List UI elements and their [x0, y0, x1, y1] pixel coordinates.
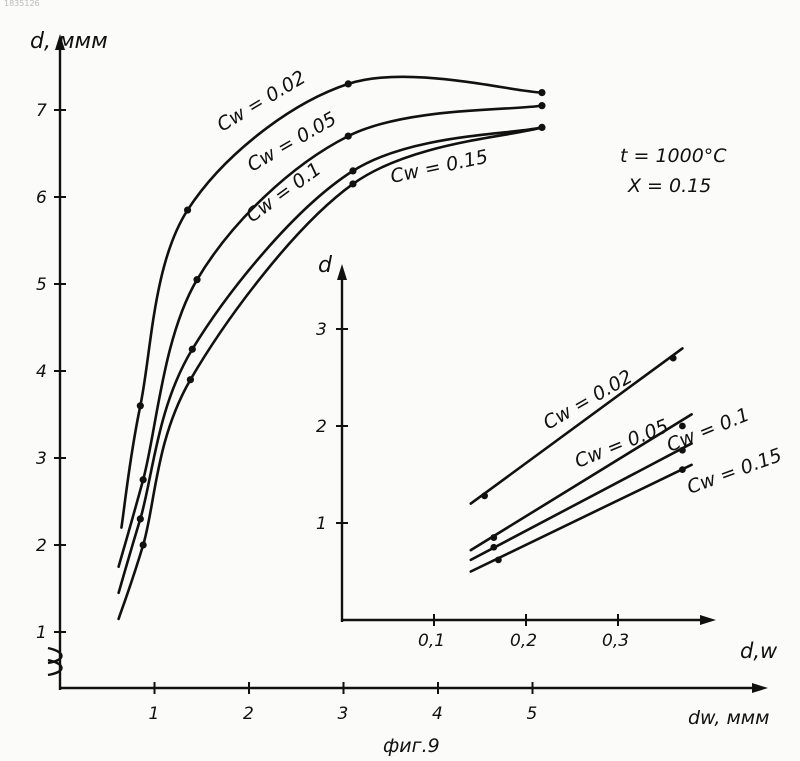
main-data-point [345, 80, 352, 87]
main-data-point [140, 476, 147, 483]
inset-series: Cw = 0.02Cw = 0.05Cw = 0.1Cw = 0.15 [471, 348, 785, 571]
inset-data-point [490, 534, 497, 541]
inset-x-tick-label: 0,3 [602, 631, 629, 651]
main-x-tick-label: 5 [527, 704, 538, 724]
main-data-point [349, 167, 356, 174]
inset-series-label: Cw = 0.1 [664, 404, 753, 457]
main-series-label: Cw = 0.02 [213, 66, 309, 136]
inset-y-tick-label: 3 [316, 320, 327, 340]
corner-mark: 1835126 [4, 0, 40, 8]
main-data-point [345, 133, 352, 140]
inset-data-point [670, 355, 677, 362]
main-y-tick-label: 5 [36, 275, 47, 295]
main-series: Cw = 0.02Cw = 0.05Cw = 0.1Cw = 0.15 [119, 66, 546, 619]
inset-data-point [490, 544, 497, 551]
main-data-point [538, 89, 545, 96]
main-data-point [189, 346, 196, 353]
main-data-point [137, 515, 144, 522]
annotation-temperature: t = 1000°C [620, 145, 727, 167]
main-y-tick-label: 4 [36, 362, 47, 382]
main-y-tick-label: 2 [36, 536, 47, 556]
main-y-tick-label: 7 [36, 101, 47, 121]
inset-axes: 1 2 3 0,1 0,2 0,3 [316, 264, 716, 651]
main-data-point [137, 402, 144, 409]
main-data-point [140, 541, 147, 548]
main-y-axis-label: d, ммм [30, 29, 108, 54]
main-x-tick-label: 1 [149, 704, 160, 724]
main-series-line [119, 127, 542, 592]
main-data-point [187, 376, 194, 383]
main-data-point [538, 102, 545, 109]
main-data-point [349, 180, 356, 187]
main-data-point [193, 276, 200, 283]
main-x-axis-label: dw, ммм [688, 707, 769, 729]
main-x-tick-label: 4 [432, 704, 443, 724]
inset-y-tick-label: 1 [316, 514, 327, 534]
inset-y-axis-label: d [318, 253, 333, 278]
inset-x-tick-label: 0,1 [418, 631, 445, 651]
inset-x-axis-label: d,w [740, 639, 778, 663]
main-series-label: Cw = 0.05 [244, 108, 341, 177]
main-y-tick-label: 1 [36, 623, 47, 643]
inset-x-tick-label: 0,2 [510, 631, 537, 651]
inset-y-tick-label: 2 [316, 417, 327, 437]
inset-y-axis-arrow [337, 264, 347, 280]
main-x-axis-arrow [752, 683, 768, 693]
main-data-point [184, 206, 191, 213]
inset-series-label: Cw = 0.02 [540, 366, 637, 435]
inset-data-point [481, 492, 488, 499]
main-series-label: Cw = 0.15 [388, 146, 490, 188]
inset-data-point [679, 466, 686, 473]
annotation-x-value: X = 0.15 [627, 175, 711, 197]
inset-data-point [495, 556, 502, 563]
main-y-tick-label: 3 [36, 449, 47, 469]
figure-caption: фиг.9 [383, 735, 440, 757]
main-y-tick-label: 6 [36, 188, 47, 208]
inset-series-label: Cw = 0.05 [572, 415, 672, 473]
main-x-tick-label: 2 [243, 704, 254, 724]
inset-x-axis-arrow [700, 615, 716, 625]
inset-series-label: Cw = 0.15 [684, 444, 785, 499]
main-x-tick-label: 3 [338, 704, 349, 724]
